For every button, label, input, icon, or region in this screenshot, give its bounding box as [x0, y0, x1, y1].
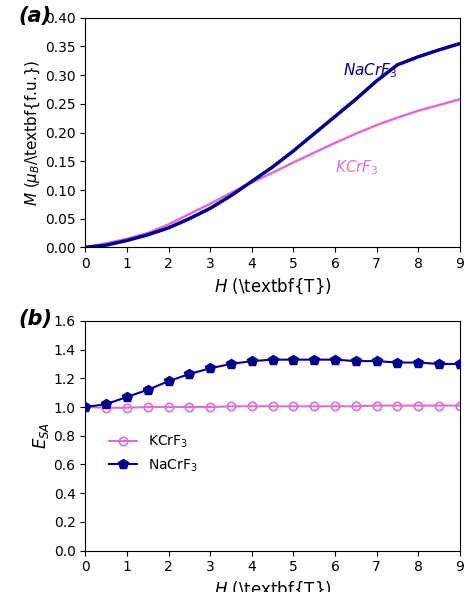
- NaCrF$_3$: [145, 386, 151, 393]
- KCrF$_3$: [124, 404, 130, 411]
- KCrF$_3$: [103, 404, 109, 411]
- KCrF$_3$: [353, 403, 359, 410]
- NaCrF$_3$: [103, 401, 109, 408]
- NaCrF$_3$: [374, 358, 379, 365]
- KCrF$_3$: [228, 403, 234, 410]
- NaCrF$_3$: [332, 356, 338, 363]
- NaCrF$_3$: [124, 394, 130, 401]
- NaCrF$_3$: [291, 356, 296, 363]
- KCrF$_3$: [82, 404, 88, 411]
- KCrF$_3$: [394, 402, 400, 409]
- NaCrF$_3$: [228, 361, 234, 368]
- KCrF$_3$: [166, 404, 172, 411]
- KCrF$_3$: [311, 403, 317, 410]
- KCrF$_3$: [457, 402, 463, 409]
- KCrF$_3$: [436, 402, 442, 409]
- KCrF$_3$: [145, 404, 151, 411]
- X-axis label: $H$ (\textbf{T}): $H$ (\textbf{T}): [214, 580, 331, 592]
- KCrF$_3$: [270, 403, 275, 410]
- NaCrF$_3$: [249, 358, 255, 365]
- KCrF$_3$: [332, 403, 338, 410]
- Line: NaCrF$_3$: NaCrF$_3$: [81, 355, 465, 412]
- Y-axis label: $M$ ($\mu_B$/\textbf{f.u.}): $M$ ($\mu_B$/\textbf{f.u.}): [24, 59, 42, 206]
- KCrF$_3$: [291, 403, 296, 410]
- KCrF$_3$: [415, 402, 421, 409]
- NaCrF$_3$: [166, 378, 172, 385]
- NaCrF$_3$: [207, 365, 213, 372]
- Text: (b): (b): [18, 310, 52, 329]
- Text: NaCrF$_3$: NaCrF$_3$: [343, 61, 398, 80]
- NaCrF$_3$: [270, 356, 275, 363]
- Text: (a): (a): [18, 7, 51, 26]
- KCrF$_3$: [207, 404, 213, 411]
- KCrF$_3$: [186, 404, 192, 411]
- NaCrF$_3$: [436, 361, 442, 368]
- NaCrF$_3$: [415, 359, 421, 366]
- NaCrF$_3$: [186, 371, 192, 378]
- NaCrF$_3$: [353, 358, 359, 365]
- Y-axis label: $E_{SA}$: $E_{SA}$: [31, 422, 51, 449]
- KCrF$_3$: [374, 402, 379, 409]
- Line: KCrF$_3$: KCrF$_3$: [81, 401, 464, 412]
- Text: KCrF$_3$: KCrF$_3$: [335, 159, 379, 178]
- KCrF$_3$: [249, 403, 255, 410]
- X-axis label: $H$ (\textbf{T}): $H$ (\textbf{T}): [214, 276, 331, 296]
- Legend: KCrF$_3$, NaCrF$_3$: KCrF$_3$, NaCrF$_3$: [103, 429, 203, 480]
- NaCrF$_3$: [311, 356, 317, 363]
- NaCrF$_3$: [82, 404, 88, 411]
- NaCrF$_3$: [457, 361, 463, 368]
- NaCrF$_3$: [394, 359, 400, 366]
